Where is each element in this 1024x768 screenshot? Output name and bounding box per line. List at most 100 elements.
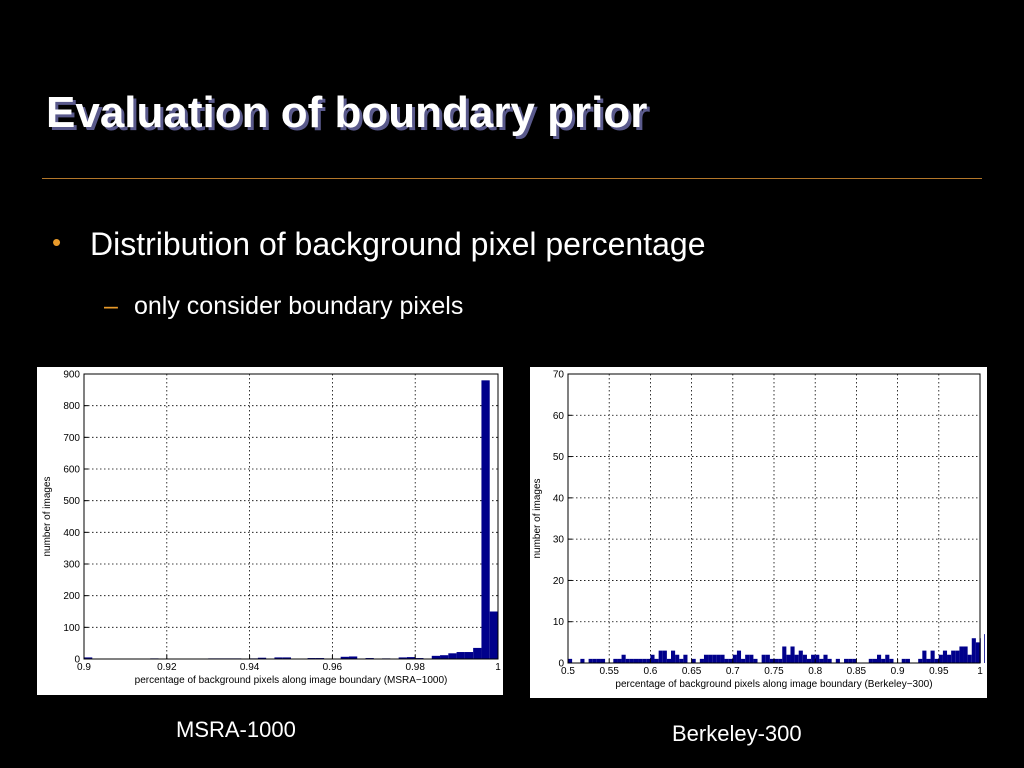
y-tick-label: 200 — [63, 591, 80, 602]
histogram-bar — [691, 658, 696, 663]
y-tick-label: 100 — [63, 623, 80, 634]
berkeley-histogram-chart: 0.5 0.55 0.6 0.65 0.7 0.75 0.8 0.85 0.9 0.95 10102… — [532, 370, 985, 690]
histogram-bar — [440, 655, 449, 659]
histogram-bar — [621, 654, 626, 663]
msra-caption: MSRA-1000 — [176, 717, 296, 742]
histogram-bar — [815, 654, 820, 663]
histogram-bar — [712, 654, 717, 663]
histogram-bar — [464, 652, 474, 659]
title-divider — [42, 178, 982, 179]
histogram-bar — [811, 654, 816, 663]
y-tick-label: 20 — [553, 576, 565, 587]
histogram-bar — [592, 658, 597, 663]
y-tick-label: 50 — [553, 452, 565, 463]
histogram-bar — [774, 658, 779, 663]
histogram-bar — [671, 650, 676, 663]
y-tick-label: 800 — [63, 401, 80, 412]
x-tick-label: 0.7 — [726, 666, 740, 677]
histogram-bar — [456, 652, 465, 659]
histogram-bar — [675, 654, 680, 663]
histogram-bar — [753, 658, 758, 663]
histogram-bar — [947, 654, 952, 663]
histogram-bar — [971, 638, 976, 663]
histogram-bar — [938, 654, 943, 663]
histogram-bar — [745, 654, 750, 663]
y-tick-label: 60 — [553, 411, 565, 422]
histogram-bar — [629, 658, 634, 663]
histogram-bar — [720, 654, 725, 663]
histogram-bar — [794, 654, 799, 663]
histogram-bar — [481, 380, 490, 659]
histogram-bar — [790, 646, 795, 663]
histogram-bar — [926, 658, 931, 663]
histogram-bar — [654, 658, 659, 663]
histogram-bar — [633, 658, 639, 663]
histogram-bar — [749, 654, 754, 663]
histogram-bar — [699, 658, 704, 663]
y-tick-label: 500 — [63, 496, 80, 507]
x-tick-label: 0.9 — [77, 662, 91, 673]
histogram-bar — [741, 658, 746, 663]
histogram-bar — [625, 658, 630, 663]
histogram-bar — [901, 658, 906, 663]
histogram-bar — [406, 657, 416, 659]
histogram-bar — [732, 654, 737, 663]
x-tick-label: 0.95 — [929, 666, 949, 677]
x-axis-label: percentage of background pixels along im… — [615, 679, 932, 690]
y-tick-label: 40 — [553, 493, 565, 504]
histogram-bar — [877, 654, 882, 663]
y-tick-label: 10 — [553, 617, 565, 628]
histogram-bar — [786, 654, 791, 663]
histogram-bar — [398, 657, 407, 659]
histogram-bar — [922, 650, 927, 663]
histogram-bar — [489, 611, 498, 659]
histogram-bar — [782, 646, 787, 663]
histogram-bar — [930, 650, 935, 663]
histogram-bar — [761, 654, 766, 663]
histogram-bar — [942, 650, 948, 663]
sub-bullet-item: – only consider boundary pixels — [104, 292, 463, 321]
x-tick-label: 0.92 — [157, 662, 177, 673]
x-axis-label: percentage of background pixels along im… — [135, 675, 448, 686]
x-tick-label: 0.9 — [891, 666, 905, 677]
y-axis-label: number of images — [532, 478, 543, 558]
histogram-bar — [448, 653, 457, 659]
histogram-bar — [955, 650, 960, 663]
histogram-bar — [683, 654, 688, 663]
histogram-bar — [769, 658, 774, 663]
slide-title: Evaluation of boundary prior — [46, 88, 648, 137]
x-tick-label: 0.85 — [847, 666, 867, 677]
y-tick-label: 600 — [63, 465, 80, 476]
histogram-bar — [934, 658, 939, 663]
histogram-bar — [282, 657, 291, 659]
histogram-bar — [588, 658, 593, 663]
histogram-bar — [827, 658, 832, 663]
y-tick-label: 400 — [63, 528, 80, 539]
y-tick-label: 70 — [553, 370, 565, 381]
histogram-bar — [340, 656, 349, 659]
y-tick-label: 900 — [63, 370, 80, 381]
histogram-bar — [889, 658, 894, 663]
histogram-bar — [642, 658, 647, 663]
histogram-bar — [600, 658, 606, 663]
x-tick-label: 0.96 — [323, 662, 343, 673]
y-tick-label: 300 — [63, 560, 80, 571]
x-tick-label: 0.5 — [561, 666, 575, 677]
histogram-bar — [885, 654, 890, 663]
histogram-bar — [975, 642, 980, 663]
histogram-bar — [819, 658, 824, 663]
x-tick-label: 0.55 — [599, 666, 619, 677]
y-axis-label: number of images — [42, 476, 53, 556]
histogram-bar — [650, 654, 655, 663]
histogram-bar — [662, 650, 667, 663]
bullet-marker: • — [52, 227, 62, 257]
histogram-bar — [778, 658, 783, 663]
histogram-bar — [798, 650, 803, 663]
histogram-bar — [848, 658, 853, 663]
x-tick-label: 1 — [495, 662, 501, 673]
histogram-bar — [806, 658, 812, 663]
histogram-bar — [765, 654, 770, 663]
x-tick-label: 0.75 — [764, 666, 784, 677]
histogram-bar — [724, 658, 729, 663]
histogram-bar — [431, 655, 441, 659]
